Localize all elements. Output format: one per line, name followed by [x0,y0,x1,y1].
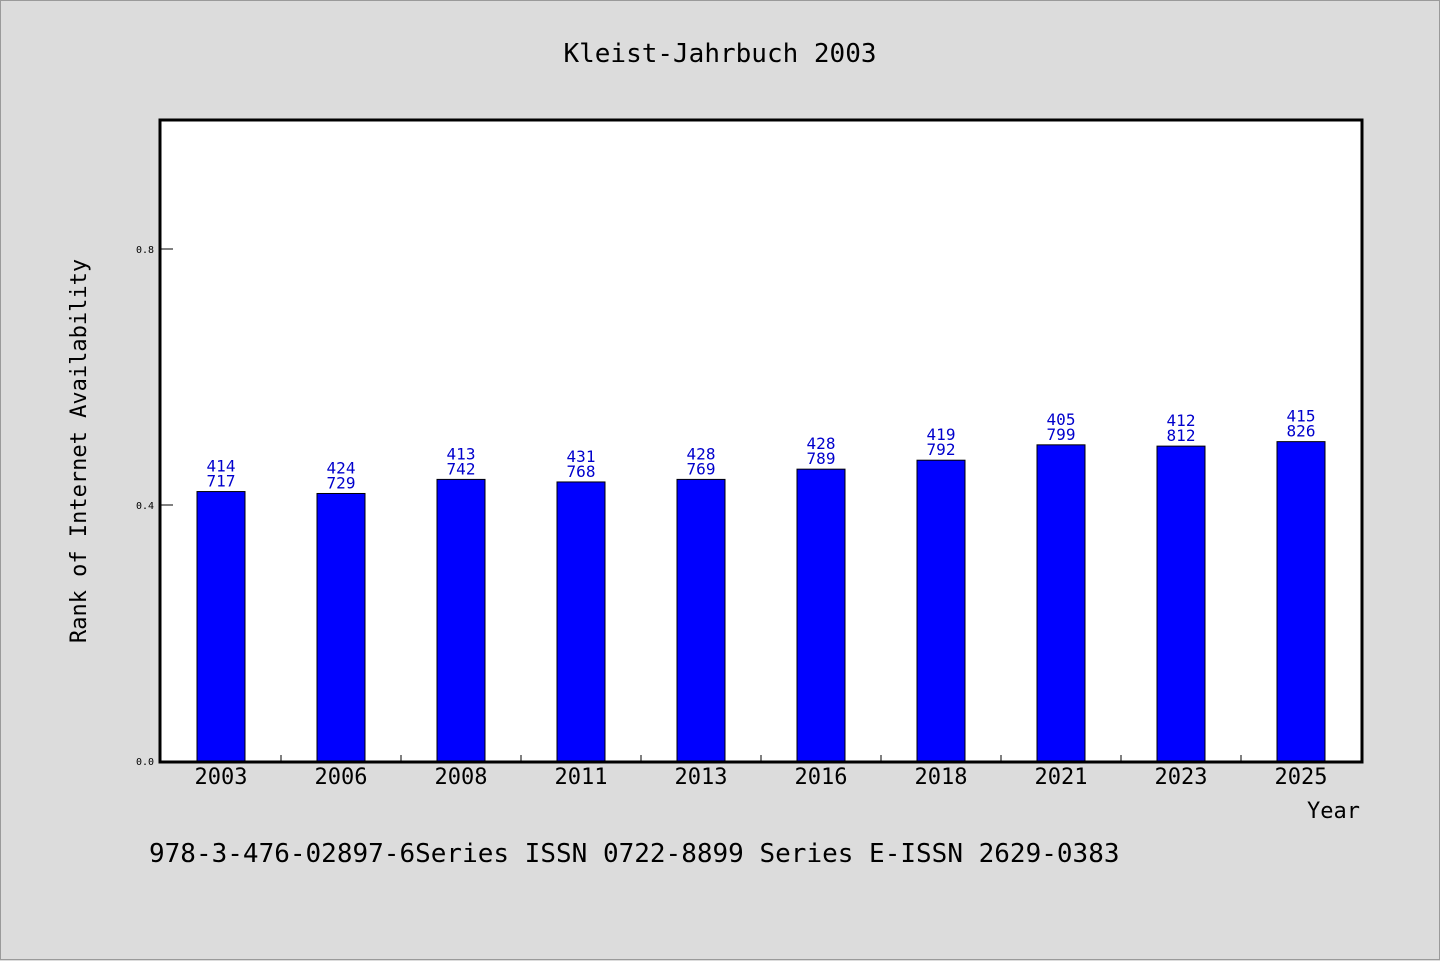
x-tick-label-2008: 2008 [435,765,488,790]
data-label-bottom-2025: 826 [1287,422,1316,441]
data-label-bottom-2011: 768 [567,462,596,481]
bar-2006 [316,492,366,762]
data-label-bottom-2013: 769 [687,459,716,478]
y-ticks-group: 0.0 0.4 0.8 [136,245,173,768]
x-ticks-group: 2003 2006 2008 2011 2013 2016 2018 2021 2023 2025 [195,755,1328,790]
bars-group [196,441,1326,762]
data-label-bottom-2006: 729 [327,473,356,492]
data-label-bottom-2008: 742 [447,459,476,478]
data-label-top-2021: 405 [1047,410,1076,429]
y-axis-label: Rank of Internet Availability [67,259,92,643]
y-tick-label-0.4: 0.4 [136,501,154,512]
data-label-top-2011: 431 [567,447,596,466]
x-tick-label-2006: 2006 [315,765,368,790]
bar-2025 [1276,441,1326,762]
bar-2008 [436,478,486,762]
data-label-bottom-2003: 717 [207,472,236,491]
data-label-top-2013: 428 [687,444,716,463]
x-tick-label-2023: 2023 [1155,765,1208,790]
chart-title: Kleist-Jahrbuch 2003 [563,39,876,69]
data-label-bottom-2018: 792 [927,440,956,459]
bar-2011 [556,481,606,762]
y-tick-label-0.8: 0.8 [136,245,154,256]
bar-2003 [196,491,246,762]
data-label-top-2025: 415 [1287,407,1316,426]
bar-2021 [1036,444,1086,762]
bar-2023 [1156,445,1206,762]
x-tick-label-2011: 2011 [555,765,608,790]
data-label-top-2006: 424 [327,458,356,477]
bar-2016 [796,468,846,762]
data-labels-group: 4147174247294137424317684287694287894197… [207,407,1316,493]
data-label-bottom-2016: 789 [807,449,836,468]
x-tick-label-2016: 2016 [795,765,848,790]
footer-isbn-text: 978-3-476-02897-6Series ISSN 0722-8899 S… [149,839,1120,869]
bar-2013 [676,478,726,762]
x-axis-label: Year [1307,799,1360,824]
x-tick-label-2018: 2018 [915,765,968,790]
data-label-bottom-2021: 799 [1047,425,1076,444]
data-label-top-2018: 419 [927,425,956,444]
x-tick-label-2025: 2025 [1275,765,1328,790]
bar-2018 [916,459,966,762]
x-tick-label-2021: 2021 [1035,765,1088,790]
data-label-top-2023: 412 [1167,411,1196,430]
x-tick-label-2013: 2013 [675,765,728,790]
x-tick-label-2003: 2003 [195,765,248,790]
data-label-top-2016: 428 [807,434,836,453]
data-label-top-2003: 414 [207,457,236,476]
data-label-bottom-2023: 812 [1167,426,1196,445]
data-label-top-2008: 413 [447,444,476,463]
y-tick-label-0.0: 0.0 [136,757,154,768]
